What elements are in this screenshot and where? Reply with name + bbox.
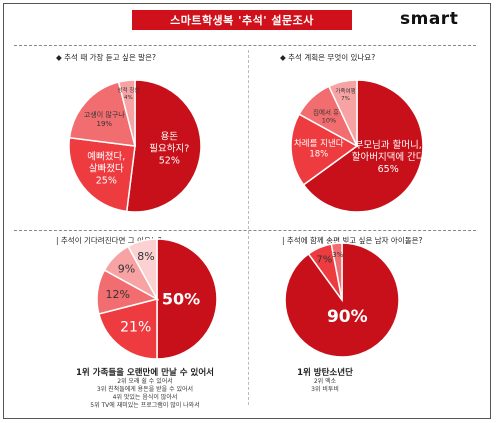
center-divider: [248, 50, 249, 405]
chart-3-rank-4: 4위 맛있는 음식이 많아서: [112, 394, 178, 401]
banner-title: 스마트학생복 '추석' 설문조사: [132, 10, 352, 30]
infographic-frame: [3, 3, 491, 419]
pie-slice: [330, 242, 343, 301]
pie-slice: [68, 81, 137, 147]
pie-slice: [290, 113, 359, 186]
pie-chart-4: 90% 7% 3%: [284, 242, 400, 358]
pie-chart-1: 용돈 필요하지? 52% 예뻐졌다, 살빠졌다 25% 고생이 많구나 19% 성적 칭찬 4%: [68, 79, 202, 213]
chart-4-rank-2: 2위 엑소: [313, 378, 337, 385]
slice-label: 예뻐졌다, 살빠졌다 25%: [87, 151, 125, 187]
chart-3-rank-5: 5위 TV에 재미있는 프로그램이 많이 나와서: [90, 402, 200, 409]
slice-label: 용돈 필요하지? 52%: [149, 132, 189, 167]
slice-label: 9%: [118, 262, 135, 275]
slice-label: 차례를 지낸다 18%: [294, 138, 344, 160]
chart-4-title: | 추석에 함께 송편 빚고 싶은 남자 아이돌은?: [282, 236, 423, 245]
pie-slice: [97, 298, 158, 360]
pie-slice: [156, 238, 218, 360]
brand-logo: smart: [400, 9, 459, 29]
middle-divider: [14, 230, 476, 231]
pie-slice: [127, 238, 158, 300]
slice-label: 90%: [327, 307, 368, 327]
slice-label: 50%: [162, 290, 200, 309]
chart-3-title: | 추석이 기다려진다면 그 이유는?: [56, 236, 162, 245]
pie-chart-2: 부모님과 할머니, 할아버지댁에 간다 65% 차례를 지낸다 18% 집에서 휴식 10%…: [290, 79, 425, 213]
chart-4-first-rank: 1위 방탄소년단: [297, 368, 353, 378]
slice-label: 7%: [316, 255, 332, 266]
slice-label: 12%: [105, 288, 129, 301]
slice-label: 고생이 많구나 19%: [84, 110, 125, 128]
slice-label: 8%: [137, 250, 154, 263]
chart-1-title: ◆ 추석 때 가장 듣고 싶은 말은?: [56, 53, 156, 62]
pie-slice: [302, 79, 424, 213]
slice-label: 21%: [120, 319, 151, 335]
chart-3-rank-2: 2위 오래 쉴 수 있어서: [117, 378, 173, 385]
pie-chart-3: 50% 21% 12% 9%8%: [96, 238, 218, 360]
pie-slice: [117, 79, 136, 147]
pie-slice: [68, 136, 136, 213]
top-divider: [14, 45, 476, 46]
slice-label: 3%: [332, 251, 343, 259]
chart-3-first-rank: 1위 가족들을 오랜만에 만날 수 있어서: [75, 368, 214, 378]
pie-slice: [125, 79, 202, 213]
chart-3-rank-3: 3위 친척들에게 용돈을 받을 수 있어서: [96, 386, 194, 393]
slice-label: 성적 칭찬 4%: [117, 86, 139, 101]
slice-label: 부모님과 할머니, 할아버지댁에 간다 65%: [352, 140, 425, 175]
slice-label: 집에서 휴식 10%: [313, 107, 345, 124]
slice-label: 가족여행 7%: [335, 87, 355, 102]
pie-slice: [327, 79, 358, 147]
chart-2-title: ◆ 추석 계획은 무엇이 있나요?: [280, 53, 376, 62]
chart-4-rank-3: 3위 비투비: [311, 386, 339, 393]
